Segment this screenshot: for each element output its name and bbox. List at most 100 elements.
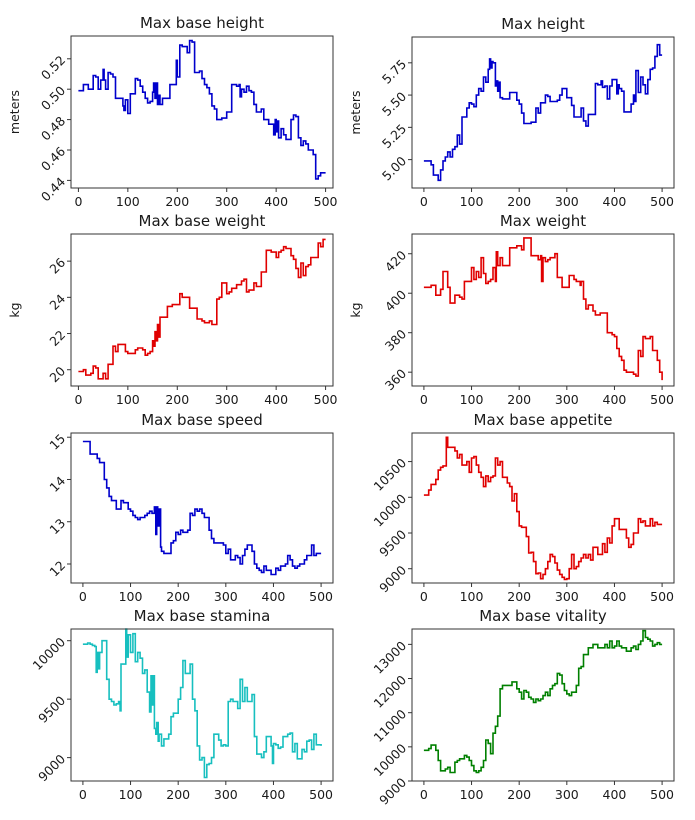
axes-frame bbox=[411, 233, 675, 387]
series-line bbox=[78, 238, 326, 380]
x-tick-label: 100 bbox=[119, 589, 143, 604]
y-tick-label: 9000 bbox=[376, 775, 409, 808]
x-tick-label: 200 bbox=[165, 194, 189, 209]
x-tick-label: 0 bbox=[79, 589, 87, 604]
subplot-title: Max base stamina bbox=[134, 607, 271, 625]
x-tick-label: 200 bbox=[507, 392, 531, 407]
y-tick-label: 12 bbox=[46, 558, 68, 580]
x-tick-label: 200 bbox=[165, 392, 189, 407]
series-line bbox=[78, 39, 326, 180]
x-tick-label: 400 bbox=[264, 392, 288, 407]
y-axis-label: meters bbox=[7, 90, 22, 134]
x-tick-label: 100 bbox=[460, 589, 484, 604]
y-tick-label: 22 bbox=[46, 327, 68, 349]
x-tick-label: 500 bbox=[309, 787, 333, 802]
subplot-max-base-speed: Max base speed 0 100 200 300 400 500 12 13 14 15 bbox=[46, 411, 334, 604]
axes-frame bbox=[70, 432, 334, 584]
y-tick-label: 5.25 bbox=[379, 121, 409, 151]
subplot-title: Max base vitality bbox=[479, 607, 607, 625]
axes-frame bbox=[411, 628, 675, 782]
y-tick-label: 15 bbox=[46, 431, 68, 453]
x-tick-label: 400 bbox=[264, 194, 288, 209]
y-tick-label: 380 bbox=[382, 326, 410, 354]
x-tick-label: 300 bbox=[214, 589, 238, 604]
series-line bbox=[82, 440, 322, 576]
x-tick-label: 200 bbox=[507, 589, 531, 604]
subplot-max-base-appetite: Max base appetite 0 100 200 300 400 500 9000950… bbox=[371, 411, 675, 604]
y-tick-label: 13000 bbox=[371, 638, 410, 677]
subplot-max-weight: Max weight 0 100 200 300 400 500 360 380 400 420 kg bbox=[348, 212, 675, 407]
subplot-title: Max base speed bbox=[141, 411, 263, 429]
y-tick-label: 5.00 bbox=[379, 153, 409, 183]
y-tick-label: 9500 bbox=[376, 527, 409, 560]
y-tick-label: 13 bbox=[46, 515, 68, 537]
x-tick-label: 200 bbox=[166, 589, 190, 604]
x-tick-label: 200 bbox=[507, 787, 531, 802]
subplot-title: Max weight bbox=[500, 212, 586, 230]
x-tick-label: 400 bbox=[603, 392, 627, 407]
x-tick-label: 500 bbox=[314, 392, 338, 407]
subplot-max-base-weight: Max base weight 0 100 200 300 400 500 20 22 24 26 k… bbox=[7, 212, 338, 407]
x-tick-label: 0 bbox=[420, 194, 428, 209]
x-tick-label: 300 bbox=[214, 787, 238, 802]
y-tick-label: 0.46 bbox=[38, 144, 68, 174]
series-line bbox=[423, 436, 663, 581]
x-tick-label: 200 bbox=[507, 194, 531, 209]
x-tick-label: 400 bbox=[262, 787, 286, 802]
y-tick-label: 10000 bbox=[30, 634, 69, 673]
subplot-title: Max height bbox=[501, 15, 585, 33]
x-tick-label: 500 bbox=[650, 194, 674, 209]
y-tick-label: 10000 bbox=[371, 491, 410, 530]
y-axis-label: kg bbox=[7, 302, 22, 317]
y-tick-label: 9500 bbox=[35, 693, 68, 726]
subplot-title: Max base appetite bbox=[474, 411, 613, 429]
axes-frame bbox=[70, 35, 334, 189]
y-axis-label: meters bbox=[348, 90, 363, 134]
series-line bbox=[423, 629, 663, 774]
y-tick-label: 9000 bbox=[376, 562, 409, 595]
subplot-title: Max base height bbox=[140, 14, 264, 32]
y-tick-label: 20 bbox=[46, 363, 68, 385]
x-tick-label: 0 bbox=[420, 589, 428, 604]
axes-frame bbox=[411, 36, 675, 189]
x-tick-label: 0 bbox=[74, 194, 82, 209]
y-tick-label: 10000 bbox=[371, 740, 410, 779]
y-tick-label: 5.50 bbox=[379, 89, 409, 119]
subplot-max-base-stamina: Max base stamina 0 100 200 300 400 500 9000 9500… bbox=[30, 607, 334, 802]
x-tick-label: 100 bbox=[460, 392, 484, 407]
x-tick-label: 0 bbox=[79, 787, 87, 802]
y-tick-label: 11000 bbox=[371, 706, 410, 745]
x-tick-label: 0 bbox=[420, 392, 428, 407]
y-tick-label: 420 bbox=[382, 247, 410, 275]
x-tick-label: 100 bbox=[116, 194, 140, 209]
x-tick-label: 100 bbox=[119, 787, 143, 802]
x-tick-label: 100 bbox=[116, 392, 140, 407]
x-tick-label: 500 bbox=[314, 194, 338, 209]
x-tick-label: 300 bbox=[215, 392, 239, 407]
x-tick-label: 300 bbox=[215, 194, 239, 209]
y-tick-label: 9000 bbox=[35, 751, 68, 784]
y-tick-label: 12000 bbox=[371, 672, 410, 711]
x-tick-label: 100 bbox=[460, 787, 484, 802]
x-tick-label: 500 bbox=[650, 787, 674, 802]
y-tick-label: 26 bbox=[46, 255, 68, 277]
x-tick-label: 500 bbox=[650, 392, 674, 407]
series-line bbox=[82, 628, 322, 779]
subplot-title: Max base weight bbox=[139, 212, 266, 230]
y-tick-label: 24 bbox=[46, 291, 68, 313]
y-tick-label: 400 bbox=[382, 287, 410, 315]
y-tick-label: 0.50 bbox=[38, 83, 68, 113]
x-tick-label: 400 bbox=[262, 589, 286, 604]
y-tick-label: 0.52 bbox=[38, 52, 68, 82]
series-line bbox=[423, 237, 663, 381]
y-tick-label: 5.75 bbox=[379, 56, 409, 86]
x-tick-label: 300 bbox=[555, 392, 579, 407]
y-axis-label: kg bbox=[348, 302, 363, 317]
x-tick-label: 0 bbox=[74, 392, 82, 407]
y-tick-label: 0.48 bbox=[38, 113, 68, 143]
x-tick-label: 100 bbox=[460, 194, 484, 209]
y-tick-label: 14 bbox=[46, 473, 68, 495]
axes-frame bbox=[411, 432, 675, 584]
